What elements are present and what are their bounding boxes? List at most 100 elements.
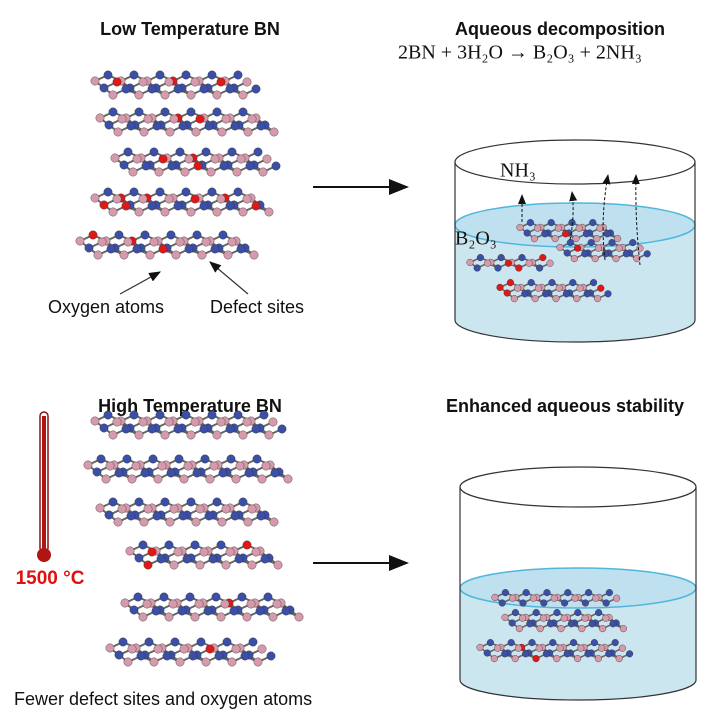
atom <box>134 593 142 601</box>
atom <box>271 469 279 477</box>
atom <box>228 238 236 246</box>
atom <box>606 589 613 596</box>
atom <box>172 251 180 259</box>
atom <box>167 469 175 477</box>
atom <box>254 658 262 666</box>
atom <box>265 208 273 216</box>
atom <box>207 168 215 176</box>
atom <box>543 650 550 657</box>
atom <box>208 411 216 419</box>
atom <box>187 91 195 99</box>
atom <box>604 230 611 237</box>
atom <box>569 279 576 286</box>
atom <box>257 122 265 130</box>
atom <box>536 645 543 652</box>
atom <box>213 431 221 439</box>
atom <box>113 78 121 86</box>
atom <box>250 251 258 259</box>
atom <box>89 231 97 239</box>
atom <box>619 645 626 652</box>
atom <box>504 290 511 297</box>
atom <box>502 589 509 596</box>
atom <box>564 650 571 657</box>
atom <box>540 615 547 622</box>
atom <box>220 162 228 170</box>
atom <box>577 645 584 652</box>
atom <box>227 455 235 463</box>
atom <box>505 260 512 267</box>
atom <box>602 250 609 257</box>
atom <box>180 645 188 653</box>
atom <box>581 250 588 257</box>
atom <box>161 208 169 216</box>
atom <box>109 108 117 116</box>
atom <box>176 658 184 666</box>
atom <box>217 78 225 86</box>
atom <box>208 71 216 79</box>
atom <box>185 155 193 163</box>
atom <box>212 593 220 601</box>
atom <box>182 188 190 196</box>
atom <box>148 548 156 556</box>
atom <box>272 162 280 170</box>
atom <box>235 555 243 563</box>
atom <box>208 188 216 196</box>
atom <box>165 418 173 426</box>
atom <box>146 251 154 259</box>
atom <box>553 295 560 302</box>
atom <box>531 235 538 242</box>
atom <box>198 251 206 259</box>
atom <box>196 505 204 513</box>
atom <box>582 600 589 607</box>
atom <box>295 613 303 621</box>
atom <box>124 658 132 666</box>
atom <box>623 250 630 257</box>
atom <box>588 239 595 246</box>
atom <box>105 511 113 519</box>
atom <box>260 411 268 419</box>
atom <box>562 230 569 237</box>
atom <box>140 518 148 526</box>
atom <box>118 115 126 123</box>
atom <box>109 208 117 216</box>
atom <box>515 645 522 652</box>
atom <box>97 455 105 463</box>
atom <box>128 645 136 653</box>
atom <box>231 122 239 130</box>
atom <box>484 650 491 657</box>
atom <box>171 638 179 646</box>
atom <box>258 645 266 653</box>
atom <box>597 225 604 232</box>
atom <box>167 231 175 239</box>
atom <box>200 425 208 433</box>
atom <box>113 195 121 203</box>
atom <box>130 188 138 196</box>
atom <box>544 589 551 596</box>
atom <box>187 498 195 506</box>
atom <box>540 600 547 607</box>
atom <box>85 244 93 252</box>
atom <box>595 609 602 616</box>
atom <box>102 475 110 483</box>
atom <box>508 639 515 646</box>
atom <box>122 202 130 210</box>
atom <box>209 555 217 563</box>
panel-title: Aqueous decomposition <box>455 19 665 39</box>
atom <box>191 78 199 86</box>
atom <box>113 418 121 426</box>
atom <box>558 625 565 632</box>
atom <box>517 224 524 231</box>
atom <box>133 155 141 163</box>
atom <box>494 645 501 652</box>
atom <box>139 78 147 86</box>
atom <box>202 658 210 666</box>
atom <box>213 108 221 116</box>
atom <box>135 108 143 116</box>
atom <box>254 148 262 156</box>
atom <box>100 201 108 209</box>
atom <box>523 589 530 596</box>
atom <box>124 148 132 156</box>
atom <box>244 128 252 136</box>
atom <box>118 505 126 513</box>
atom <box>570 639 577 646</box>
